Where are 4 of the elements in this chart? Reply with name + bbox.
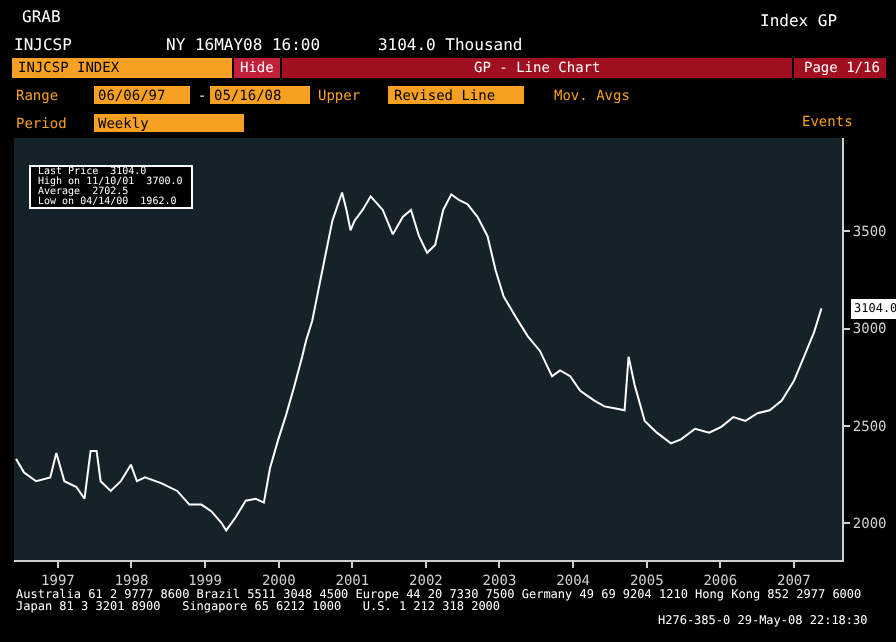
chart-title: INJCSP (14, 36, 73, 54)
text: Index GP (760, 12, 838, 30)
text: GRAB (22, 8, 61, 26)
chart-subtitle: NY 16MAY08 16:00 3104.0 Thousand (166, 36, 523, 54)
